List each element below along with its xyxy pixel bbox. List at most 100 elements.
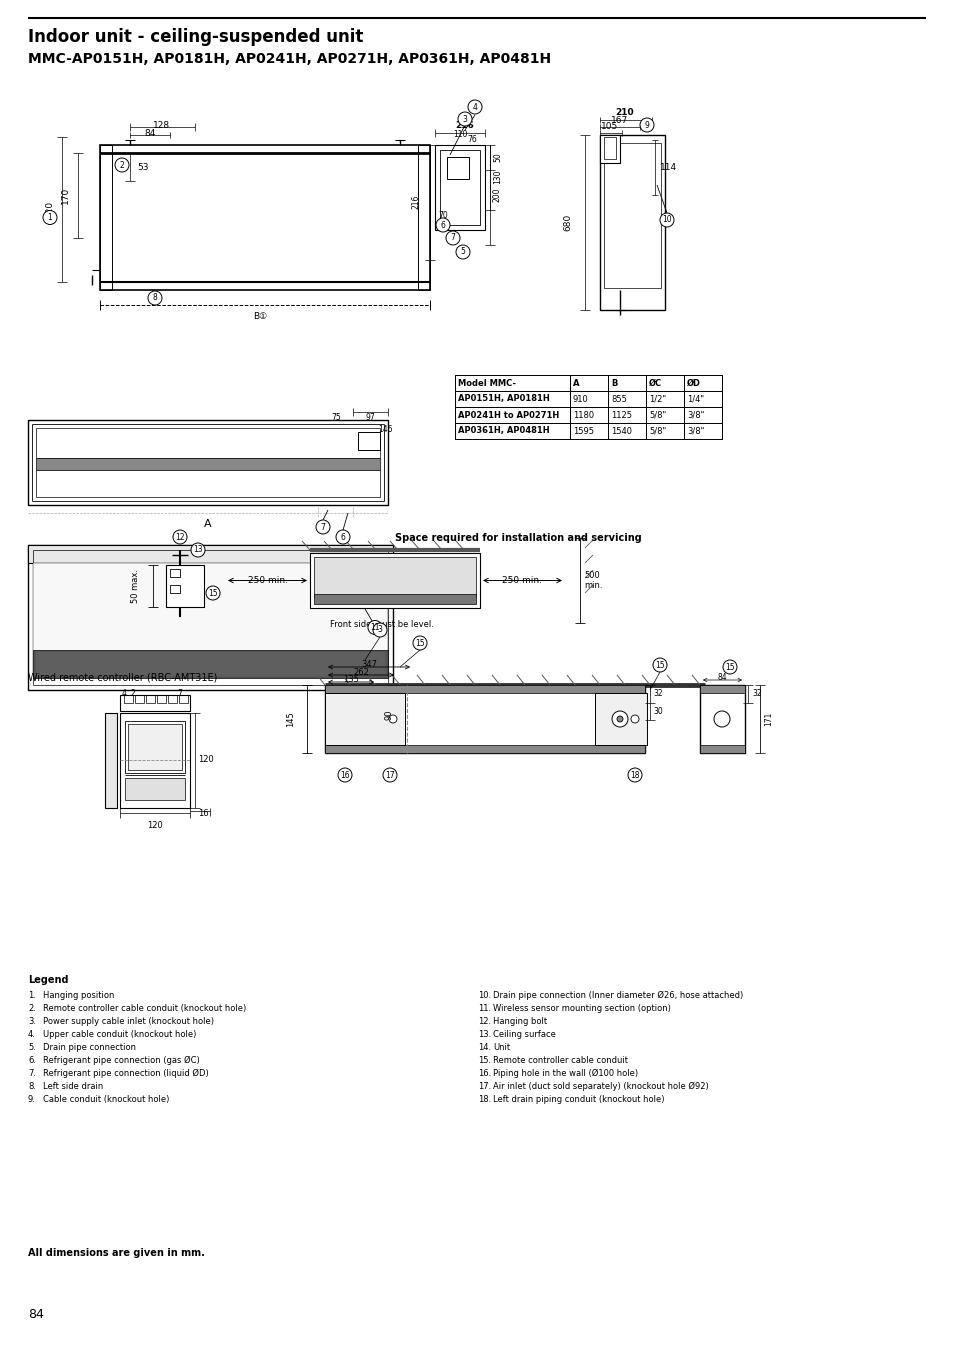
Text: 15: 15 (655, 660, 664, 670)
Text: A: A (204, 518, 212, 529)
Text: 910: 910 (573, 394, 588, 404)
Text: 32: 32 (751, 690, 760, 698)
Text: 200: 200 (493, 188, 501, 202)
Text: MMC-AP0151H, AP0181H, AP0241H, AP0271H, AP0361H, AP0481H: MMC-AP0151H, AP0181H, AP0241H, AP0271H, … (28, 53, 551, 66)
Bar (455, 392, 569, 406)
Text: 1.: 1. (28, 991, 36, 1000)
Text: 16: 16 (340, 771, 350, 779)
Text: 6: 6 (440, 220, 445, 230)
Text: 170: 170 (61, 186, 70, 204)
Bar (28, 545, 393, 563)
Text: 18: 18 (630, 771, 639, 779)
Circle shape (446, 231, 459, 244)
Text: 6: 6 (340, 532, 345, 541)
Text: 250 min.: 250 min. (248, 576, 288, 585)
Bar (417, 144, 430, 290)
Text: 114: 114 (659, 162, 677, 171)
Text: Left drain piping conduit (knockout hole): Left drain piping conduit (knockout hole… (493, 1095, 664, 1104)
Bar (603, 143, 660, 288)
Text: 120: 120 (198, 756, 213, 764)
Bar (28, 420, 388, 505)
Bar (700, 684, 744, 693)
Bar (599, 135, 619, 163)
Bar (337, 567, 373, 587)
Bar (645, 375, 683, 391)
Text: 216: 216 (456, 122, 474, 130)
Circle shape (115, 158, 129, 171)
Circle shape (335, 531, 350, 544)
Text: 17: 17 (385, 771, 395, 779)
Text: Unit: Unit (493, 1044, 510, 1052)
Bar (569, 375, 607, 391)
Text: 15.: 15. (477, 1056, 491, 1065)
Text: Hanging position: Hanging position (43, 991, 114, 1000)
Bar (168, 695, 177, 703)
Bar (124, 695, 132, 703)
Bar (135, 695, 144, 703)
Text: Power supply cable inlet (knockout hole): Power supply cable inlet (knockout hole) (43, 1017, 213, 1026)
Circle shape (627, 768, 641, 782)
Text: 13: 13 (193, 545, 203, 555)
Circle shape (722, 660, 737, 674)
Text: 130: 130 (493, 170, 501, 184)
Circle shape (457, 112, 472, 126)
Text: Piping hole in the wall (Ø100 hole): Piping hole in the wall (Ø100 hole) (493, 1069, 638, 1079)
Bar (120, 695, 190, 711)
Text: 1125: 1125 (610, 410, 631, 420)
Bar (325, 684, 644, 693)
Bar (455, 375, 569, 391)
Bar (36, 470, 379, 497)
Text: 12.: 12. (477, 1017, 491, 1026)
Text: B: B (610, 378, 617, 387)
Bar (645, 406, 683, 423)
Text: Space required for installation and servicing: Space required for installation and serv… (395, 533, 641, 543)
Bar (455, 423, 569, 439)
Text: AP0241H to AP0271H: AP0241H to AP0271H (457, 410, 558, 420)
Bar (125, 721, 185, 774)
Text: 3/8": 3/8" (686, 427, 703, 436)
Bar (105, 713, 117, 809)
Circle shape (612, 711, 627, 728)
Text: 500
min.: 500 min. (583, 571, 602, 590)
Text: 105: 105 (600, 122, 618, 131)
Circle shape (191, 543, 205, 558)
Bar (325, 745, 644, 753)
Text: Refrigerant pipe connection (liquid ØD): Refrigerant pipe connection (liquid ØD) (43, 1069, 209, 1079)
Text: 50 max.: 50 max. (132, 568, 140, 603)
Circle shape (456, 244, 470, 259)
Bar (607, 375, 645, 391)
Text: 7: 7 (450, 234, 455, 243)
Circle shape (617, 716, 622, 722)
Text: 167: 167 (611, 116, 628, 126)
Text: 75: 75 (331, 413, 340, 421)
Circle shape (337, 768, 352, 782)
Circle shape (343, 697, 387, 741)
Bar (100, 144, 430, 290)
Text: 15: 15 (415, 639, 424, 648)
Text: 30: 30 (652, 706, 662, 716)
Text: Refrigerant pipe connection (gas ØC): Refrigerant pipe connection (gas ØC) (43, 1056, 199, 1065)
Text: 18.: 18. (477, 1095, 491, 1104)
Circle shape (436, 217, 450, 232)
Text: AP0151H, AP0181H: AP0151H, AP0181H (457, 394, 549, 404)
Circle shape (368, 621, 381, 634)
Text: 3.: 3. (28, 1017, 36, 1026)
Circle shape (630, 716, 639, 724)
Text: 8.: 8. (28, 1081, 36, 1091)
Bar (120, 713, 190, 809)
Text: 7: 7 (320, 522, 325, 532)
Bar (683, 423, 721, 439)
Text: 15: 15 (724, 663, 734, 671)
Text: 145: 145 (286, 711, 294, 726)
Text: 90: 90 (385, 710, 394, 721)
Text: 1/4": 1/4" (686, 394, 703, 404)
Text: 3/8": 3/8" (686, 410, 703, 420)
Text: 97: 97 (365, 413, 375, 421)
Text: Air inlet (duct sold separately) (knockout hole Ø92): Air inlet (duct sold separately) (knocko… (493, 1081, 708, 1091)
Circle shape (468, 100, 481, 113)
Bar (157, 695, 166, 703)
Text: 8: 8 (152, 293, 157, 302)
Bar (128, 724, 182, 769)
Bar (357, 432, 379, 450)
Text: 1540: 1540 (610, 427, 631, 436)
